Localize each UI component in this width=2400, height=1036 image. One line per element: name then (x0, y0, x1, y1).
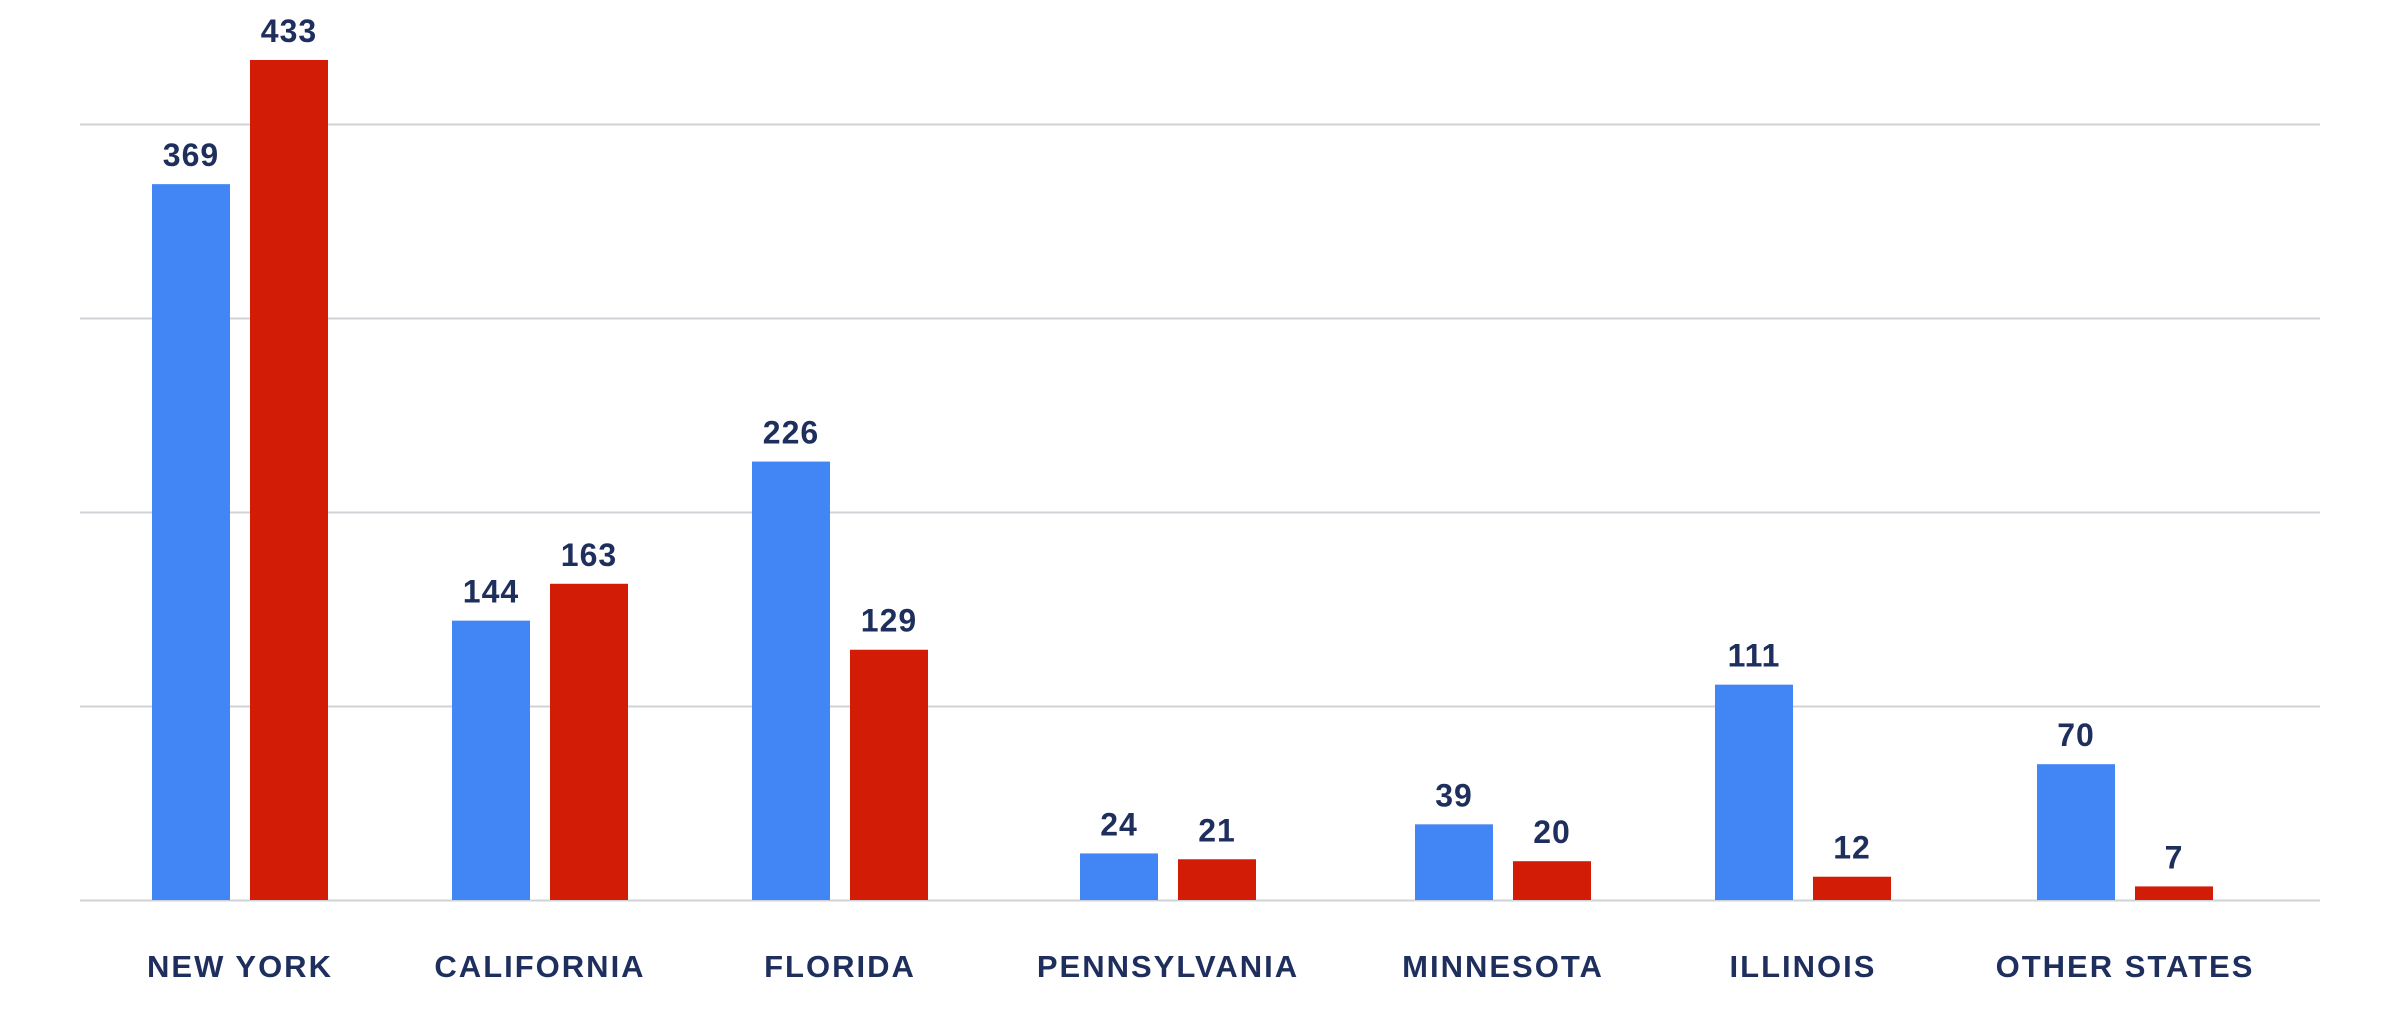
data-label: 70 (2057, 717, 2095, 753)
bar-new-york-series-2 (250, 59, 328, 901)
bar-florida-series-1 (752, 461, 830, 900)
x-tick-label: FLORIDA (764, 949, 916, 984)
x-tick-label: OTHER STATES (1996, 949, 2255, 984)
x-tick-label: NEW YORK (147, 949, 333, 984)
x-tick-label: ILLINOIS (1730, 949, 1877, 984)
data-label: 7 (2165, 839, 2184, 875)
bar-new-york-series-1 (152, 184, 230, 900)
x-tick-label: CALIFORNIA (434, 949, 645, 984)
x-tick-label: MINNESOTA (1402, 949, 1604, 984)
gridlines (80, 123, 2320, 902)
data-label: 39 (1435, 777, 1473, 813)
bar-illinois-series-2 (1813, 876, 1891, 900)
value-labels: 369 433 144 163 226 129 24 21 39 20 111 12 70 7 (163, 13, 2184, 875)
bar-pennsylvania-series-2 (1178, 859, 1256, 900)
data-label: 20 (1533, 814, 1571, 850)
bar-pennsylvania-series-1 (1080, 853, 1158, 900)
bars (152, 59, 2213, 901)
data-label: 163 (561, 537, 617, 573)
data-label: 129 (861, 603, 917, 639)
bar-other-states-series-2 (2135, 886, 2213, 900)
x-tick-label: PENNSYLVANIA (1037, 949, 1299, 984)
bar-california-series-1 (452, 620, 530, 900)
data-label: 144 (463, 574, 519, 610)
data-label: 226 (763, 415, 819, 451)
bar-illinois-series-1 (1715, 684, 1793, 900)
data-label: 433 (261, 13, 317, 49)
bar-other-states-series-1 (2037, 764, 2115, 900)
data-label: 12 (1833, 830, 1871, 866)
data-label: 21 (1198, 812, 1236, 848)
data-label: 24 (1100, 806, 1138, 842)
bar-minnesota-series-1 (1415, 824, 1493, 900)
bar-minnesota-series-2 (1513, 861, 1591, 900)
data-label: 369 (163, 137, 219, 173)
data-label: 111 (1728, 638, 1781, 674)
bar-california-series-2 (550, 583, 628, 900)
category-labels: NEW YORK CALIFORNIA FLORIDA PENNSYLVANIA MIN… (147, 949, 2255, 984)
bar-florida-series-2 (850, 649, 928, 900)
